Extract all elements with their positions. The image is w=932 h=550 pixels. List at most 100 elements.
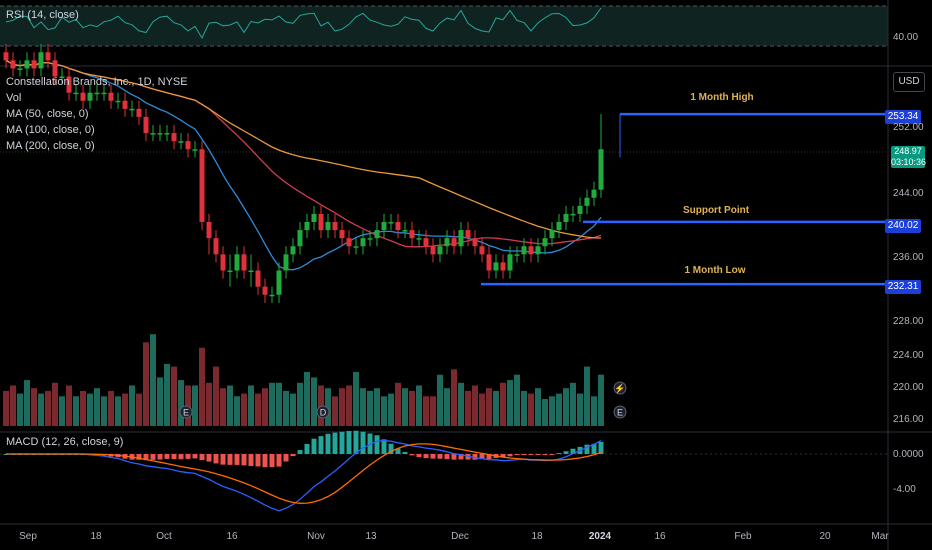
- volume-bar: [591, 396, 597, 426]
- volume-bar: [297, 382, 303, 426]
- candle-body: [192, 149, 198, 151]
- macd-histogram-bar: [262, 454, 268, 468]
- macd-histogram-bar: [157, 454, 163, 460]
- macd-histogram-bar: [549, 454, 555, 455]
- candle-body: [234, 254, 240, 271]
- candle-body: [549, 230, 555, 239]
- volume-bar: [80, 390, 86, 426]
- candle-body: [367, 238, 373, 240]
- volume-bar: [598, 374, 604, 426]
- volume-bar: [220, 388, 226, 426]
- macd-histogram-bar: [143, 454, 149, 461]
- candle-body: [353, 246, 359, 248]
- macd-histogram-bar: [479, 454, 485, 460]
- ma100-label[interactable]: MA (100, close, 0): [6, 124, 95, 136]
- candle-body: [38, 52, 44, 69]
- candle-body: [339, 230, 345, 239]
- macd-histogram-bar: [423, 454, 429, 459]
- macd-histogram-bar: [444, 454, 450, 460]
- symbol-title[interactable]: Constellation Brands, Inc., 1D, NYSE: [6, 76, 188, 88]
- volume-bar: [276, 382, 282, 426]
- volume-bar: [353, 372, 359, 426]
- volume-bar: [339, 388, 345, 426]
- volume-bar: [395, 382, 401, 426]
- candle-body: [66, 76, 72, 93]
- ma200-line: [5, 59, 602, 239]
- volume-bar: [528, 393, 534, 426]
- ma200-label[interactable]: MA (200, close, 0): [6, 140, 95, 152]
- candle-body: [10, 60, 16, 69]
- time-axis-label: Mar: [871, 531, 889, 542]
- price-axis-label: 236.00: [893, 252, 924, 263]
- candle-body: [318, 213, 324, 231]
- volume-bar: [129, 385, 135, 426]
- macd-histogram-bar: [395, 448, 401, 454]
- event-marker-text: ⚡: [614, 383, 625, 395]
- volume-bar: [45, 390, 51, 426]
- volume-bar: [59, 396, 65, 426]
- candle-body: [283, 254, 289, 271]
- volume-bar: [472, 385, 478, 426]
- earnings-marker: [613, 405, 627, 419]
- rsi-label[interactable]: RSI (14, close): [6, 9, 79, 21]
- support-annotation[interactable]: Support Point: [682, 205, 750, 216]
- time-axis-label: Feb: [734, 531, 752, 542]
- currency-button[interactable]: USD: [893, 72, 925, 92]
- candle-body: [395, 222, 401, 231]
- volume-bar: [108, 390, 114, 426]
- macd-histogram-bar: [591, 443, 597, 454]
- macd-histogram-bar: [528, 454, 534, 455]
- candle-body: [493, 262, 499, 271]
- candle-body: [255, 270, 261, 287]
- macd-histogram-bar: [199, 454, 205, 461]
- volume-bar: [248, 385, 254, 426]
- volume-bar: [570, 382, 576, 426]
- volume-bar: [360, 388, 366, 426]
- volume-bar: [444, 388, 450, 426]
- volume-bar: [24, 380, 30, 426]
- volume-bar: [423, 396, 429, 426]
- volume-bar: [500, 382, 506, 426]
- ma50-label[interactable]: MA (50, close, 0): [6, 108, 89, 120]
- candle-body: [45, 52, 51, 61]
- month-high-price-tag: 253.34: [885, 110, 921, 124]
- macd-histogram-bar: [381, 439, 387, 454]
- candle-body: [3, 52, 9, 61]
- candle-body: [157, 133, 163, 135]
- macd-histogram-bar: [269, 454, 275, 468]
- candle-body: [269, 294, 275, 297]
- month-high-annotation[interactable]: 1 Month High: [690, 92, 754, 103]
- volume-bar: [367, 390, 373, 426]
- dividend-marker: [316, 405, 330, 419]
- macd-histogram-bar: [339, 431, 345, 454]
- candle-body: [143, 116, 149, 134]
- volume-bar: [479, 393, 485, 426]
- macd-histogram-bar: [311, 438, 317, 454]
- macd-histogram-bar: [451, 454, 457, 460]
- candle-body: [402, 230, 408, 232]
- time-axis-label: Nov: [307, 531, 325, 542]
- month-low-annotation[interactable]: 1 Month Low: [684, 265, 746, 276]
- macd-histogram-bar: [514, 454, 520, 455]
- volume-bar: [38, 393, 44, 426]
- candle-body: [542, 238, 548, 247]
- volume-bar: [374, 388, 380, 426]
- volume-bar: [269, 382, 275, 426]
- volume-indicator-label[interactable]: Vol: [6, 92, 22, 104]
- candle-body: [465, 230, 471, 239]
- volume-bar: [171, 366, 177, 426]
- macd-histogram-bar: [283, 454, 289, 462]
- candle-body: [598, 149, 604, 190]
- volume-bar: [66, 385, 72, 426]
- volume-bar: [563, 388, 569, 426]
- macd-label[interactable]: MACD (12, 26, close, 9): [6, 436, 124, 448]
- macd-histogram-bar: [325, 433, 331, 454]
- candle-body: [507, 254, 513, 271]
- candle-body: [206, 222, 212, 239]
- volume-bar: [535, 388, 541, 426]
- candle-body: [122, 100, 128, 109]
- candle-body: [136, 108, 142, 117]
- macd-histogram-bar: [164, 454, 170, 459]
- volume-bar: [486, 388, 492, 426]
